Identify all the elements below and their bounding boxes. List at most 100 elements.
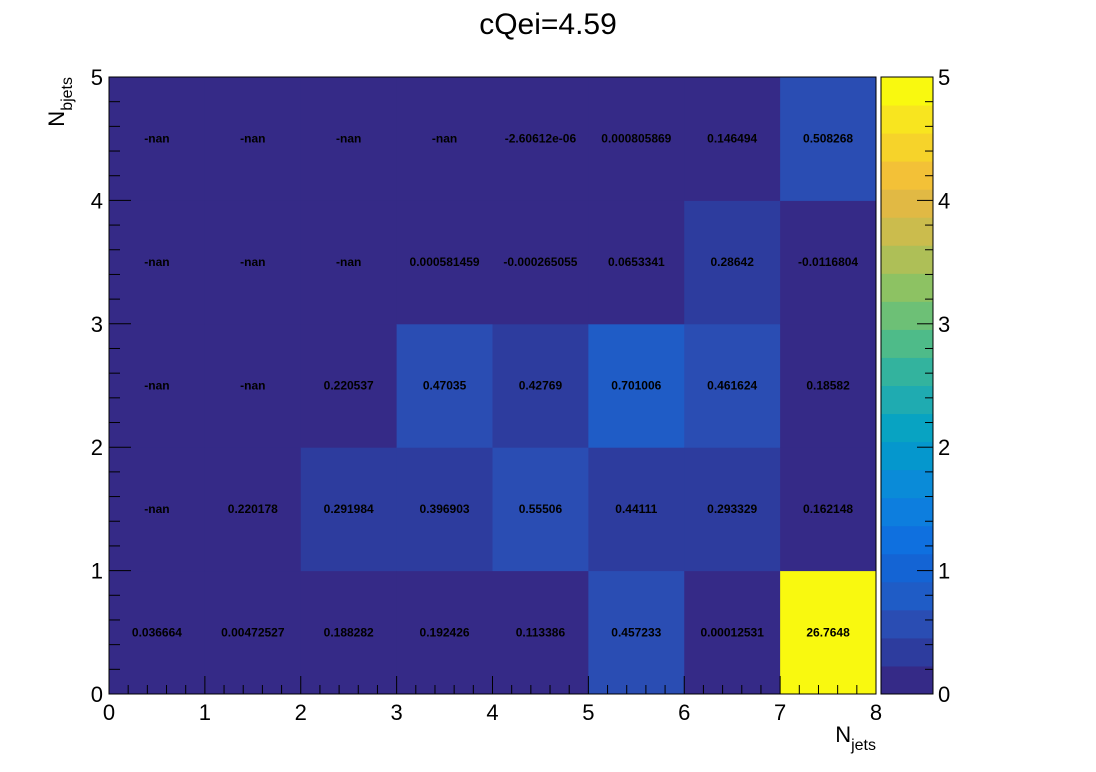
- cell-value-label: 0.293329: [707, 502, 757, 516]
- y-axis-title: Nbjets: [44, 77, 76, 127]
- axes-layer: 0 1 2 3 4 5 6 7 8 0 1 2 3 4 5 Njets Nbjets: [44, 65, 882, 754]
- cell-value-label: -nan: [144, 132, 169, 146]
- cell-value-label: 0.0653341: [608, 255, 665, 269]
- heatmap-cell: [780, 447, 877, 572]
- cell-value-label: 0.44111: [615, 502, 657, 516]
- cell-value-label: 0.188282: [324, 625, 374, 639]
- heatmap-cell: [588, 570, 685, 695]
- heatmap-cell: [492, 200, 589, 325]
- y-tick-label: 5: [91, 65, 103, 90]
- y-tick-label: 0: [91, 682, 103, 707]
- colorbar-segment: [881, 385, 933, 415]
- colorbar-segment: [881, 217, 933, 246]
- heatmap-cell: [109, 77, 206, 201]
- colorbar-segment: [881, 189, 933, 218]
- cell-value-label: -nan: [432, 132, 457, 146]
- heatmap-cell: [109, 570, 206, 695]
- heatmap-cell: [684, 200, 781, 325]
- heatmap-cell: [109, 447, 206, 572]
- heatmap-cell: [204, 200, 302, 325]
- cell-value-label: -nan: [240, 132, 265, 146]
- cell-value-label: 0.220537: [324, 379, 374, 393]
- colorbar-segment: [881, 329, 933, 358]
- x-tick-label: 3: [391, 700, 403, 725]
- colorbar-segment: [881, 357, 933, 386]
- heatmap-cell: [780, 77, 877, 201]
- chart-title: cQei=4.59: [479, 8, 617, 41]
- heatmap-cell: [204, 447, 302, 572]
- cell-value-label: 0.162148: [803, 502, 853, 516]
- heatmap-cell: [109, 200, 206, 325]
- heatmap-cell: [588, 77, 685, 201]
- cell-value-label: 0.192426: [420, 625, 470, 639]
- cell-value-label: 0.42769: [519, 379, 563, 393]
- colorbar: 0 1 2 3 4 5: [880, 65, 950, 707]
- cell-value-label: 0.457233: [611, 625, 661, 639]
- y-tick-label: 2: [91, 435, 103, 460]
- heatmap-cell: [780, 323, 877, 448]
- cell-value-label: 0.00472527: [221, 625, 285, 639]
- y-tick-label: 1: [91, 559, 103, 584]
- colorbar-segment: [881, 441, 933, 471]
- cell-value-label: -nan: [144, 502, 169, 516]
- heatmap-cell: [204, 323, 302, 448]
- colorbar-segment: [881, 77, 933, 106]
- cell-value-label: 0.461624: [707, 379, 757, 393]
- colorbar-tick-label: 0: [938, 682, 950, 707]
- cell-value-label: 0.701006: [611, 379, 661, 393]
- heatmap-cell: [684, 323, 781, 448]
- heatmap-cell: [492, 77, 589, 201]
- heatmap-cell: [300, 447, 398, 572]
- cell-value-label: 0.00012531: [700, 625, 764, 639]
- cell-value-label: 0.000805869: [601, 132, 671, 146]
- x-tick-label: 5: [582, 700, 594, 725]
- colorbar-segment: [881, 301, 933, 330]
- cells-layer: [109, 77, 877, 695]
- heatmap-cell: [396, 447, 493, 572]
- colorbar-segment: [881, 637, 933, 667]
- heatmap-cell: [588, 447, 685, 572]
- cell-value-label: 0.28642: [710, 255, 754, 269]
- heatmap-cell: [396, 77, 493, 201]
- heatmap-cell: [396, 570, 493, 695]
- cell-value-label: 0.113386: [516, 625, 566, 639]
- cell-value-label: -nan: [240, 379, 265, 393]
- heatmap-cell: [204, 570, 302, 695]
- x-tick-label: 6: [678, 700, 690, 725]
- heatmap-cell: [684, 77, 781, 201]
- heatmap-cell: [300, 570, 398, 695]
- x-tick-label: 0: [103, 700, 115, 725]
- cell-value-label: 0.220178: [228, 502, 278, 516]
- cell-value-label: 0.396903: [420, 502, 470, 516]
- cell-value-label: 0.508268: [803, 132, 853, 146]
- cell-value-label: 0.55506: [519, 502, 563, 516]
- cell-value-label: -2.60612e-06: [505, 132, 577, 146]
- colorbar-tick-label: 4: [938, 188, 950, 213]
- cell-value-label: 0.291984: [324, 502, 374, 516]
- cell-value-label: 0.47035: [423, 379, 467, 393]
- cell-value-label: -nan: [336, 132, 361, 146]
- cell-value-label: 0.000581459: [410, 255, 480, 269]
- y-tick-label: 3: [91, 312, 103, 337]
- cell-value-label: -0.0116804: [798, 255, 858, 269]
- colorbar-tick-label: 1: [938, 559, 950, 584]
- heatmap-cell: [492, 323, 589, 448]
- cell-value-label: 26.7648: [806, 625, 850, 639]
- cell-value-label: -nan: [144, 255, 169, 269]
- colorbar-segment: [881, 553, 933, 583]
- colorbar-segment: [881, 581, 933, 611]
- x-axis-title: Njets: [835, 722, 876, 754]
- cell-value-label: -nan: [336, 255, 361, 269]
- colorbar-frame: [880, 76, 934, 695]
- colorbar-tick-label: 2: [938, 435, 950, 460]
- cell-labels-layer: 0.036664 -nan -nan -nan -nan 0.00472527 0.2201…: [132, 132, 859, 640]
- heatmap-cell: [396, 200, 493, 325]
- colorbar-segment: [881, 413, 933, 443]
- cell-value-label: 0.146494: [707, 132, 757, 146]
- colorbar-segment: [881, 497, 933, 527]
- colorbar-segment: [881, 133, 933, 162]
- heatmap-cell: [300, 200, 398, 325]
- heatmap-cell: [684, 447, 781, 572]
- heatmap-cell: [492, 570, 589, 695]
